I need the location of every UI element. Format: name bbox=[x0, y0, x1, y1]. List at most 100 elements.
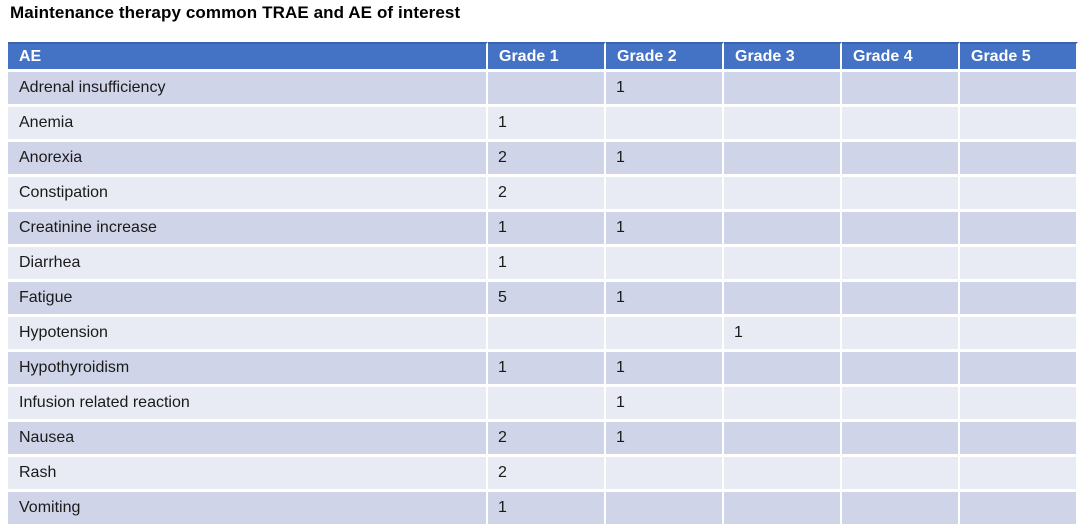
grade-cell bbox=[606, 177, 724, 212]
grade-cell bbox=[842, 352, 960, 387]
table-row: Vomiting 1 bbox=[8, 492, 1078, 527]
table-row: Nausea 2 1 bbox=[8, 422, 1078, 457]
grade-cell bbox=[606, 247, 724, 282]
grade-cell: 1 bbox=[606, 422, 724, 457]
ae-cell: Creatinine increase bbox=[8, 212, 488, 247]
table-row: Infusion related reaction 1 bbox=[8, 387, 1078, 422]
ae-grade-table: AE Grade 1 Grade 2 Grade 3 Grade 4 Grade… bbox=[8, 42, 1078, 527]
ae-cell: Anemia bbox=[8, 107, 488, 142]
ae-cell: Adrenal insufficiency bbox=[8, 72, 488, 107]
grade-cell bbox=[960, 387, 1078, 422]
grade-cell: 2 bbox=[488, 457, 606, 492]
grade-cell bbox=[488, 72, 606, 107]
grade-cell bbox=[724, 352, 842, 387]
table-row: Diarrhea 1 bbox=[8, 247, 1078, 282]
grade-cell bbox=[724, 387, 842, 422]
grade-cell bbox=[842, 142, 960, 177]
ae-cell: Hypotension bbox=[8, 317, 488, 352]
grade-cell: 1 bbox=[606, 282, 724, 317]
grade-cell bbox=[724, 282, 842, 317]
table-row: Hypotension 1 bbox=[8, 317, 1078, 352]
grade-cell: 2 bbox=[488, 177, 606, 212]
grade-cell bbox=[842, 247, 960, 282]
grade-cell bbox=[724, 177, 842, 212]
column-header-grade-4: Grade 4 bbox=[842, 42, 960, 72]
grade-cell bbox=[724, 457, 842, 492]
grade-cell: 1 bbox=[488, 212, 606, 247]
page-title: Maintenance therapy common TRAE and AE o… bbox=[10, 3, 461, 22]
grade-cell bbox=[960, 212, 1078, 247]
table-header: AE Grade 1 Grade 2 Grade 3 Grade 4 Grade… bbox=[8, 42, 1078, 72]
header-row: AE Grade 1 Grade 2 Grade 3 Grade 4 Grade… bbox=[8, 42, 1078, 72]
grade-cell bbox=[724, 107, 842, 142]
grade-cell: 1 bbox=[488, 492, 606, 527]
ae-cell: Fatigue bbox=[8, 282, 488, 317]
grade-cell bbox=[724, 72, 842, 107]
grade-cell bbox=[960, 317, 1078, 352]
ae-cell: Hypothyroidism bbox=[8, 352, 488, 387]
grade-cell: 1 bbox=[488, 352, 606, 387]
grade-cell: 2 bbox=[488, 142, 606, 177]
grade-cell bbox=[960, 492, 1078, 527]
grade-cell: 1 bbox=[488, 247, 606, 282]
ae-cell: Constipation bbox=[8, 177, 488, 212]
grade-cell: 1 bbox=[606, 212, 724, 247]
grade-cell: 1 bbox=[606, 72, 724, 107]
grade-cell bbox=[606, 492, 724, 527]
grade-cell: 5 bbox=[488, 282, 606, 317]
grade-cell bbox=[842, 107, 960, 142]
table-row: Rash 2 bbox=[8, 457, 1078, 492]
grade-cell bbox=[960, 422, 1078, 457]
grade-cell: 1 bbox=[724, 317, 842, 352]
ae-cell: Diarrhea bbox=[8, 247, 488, 282]
grade-cell: 1 bbox=[606, 142, 724, 177]
table-row: Adrenal insufficiency 1 bbox=[8, 72, 1078, 107]
grade-cell bbox=[842, 72, 960, 107]
table-row: Fatigue 5 1 bbox=[8, 282, 1078, 317]
grade-cell bbox=[960, 177, 1078, 212]
ae-cell: Anorexia bbox=[8, 142, 488, 177]
column-header-ae: AE bbox=[8, 42, 488, 72]
grade-cell: 1 bbox=[606, 387, 724, 422]
grade-cell: 1 bbox=[488, 107, 606, 142]
ae-cell: Nausea bbox=[8, 422, 488, 457]
grade-cell bbox=[960, 107, 1078, 142]
column-header-grade-3: Grade 3 bbox=[724, 42, 842, 72]
table-row: Constipation 2 bbox=[8, 177, 1078, 212]
grade-cell bbox=[724, 247, 842, 282]
table-row: Anorexia 2 1 bbox=[8, 142, 1078, 177]
table-row: Hypothyroidism 1 1 bbox=[8, 352, 1078, 387]
grade-cell bbox=[960, 247, 1078, 282]
grade-cell bbox=[960, 142, 1078, 177]
grade-cell bbox=[842, 317, 960, 352]
table-body: Adrenal insufficiency 1 Anemia 1 Anorexia 2 1 C… bbox=[8, 72, 1078, 527]
grade-cell bbox=[960, 457, 1078, 492]
grade-cell: 1 bbox=[606, 352, 724, 387]
grade-cell bbox=[724, 212, 842, 247]
grade-cell bbox=[960, 282, 1078, 317]
grade-cell bbox=[842, 282, 960, 317]
grade-cell bbox=[606, 317, 724, 352]
column-header-grade-5: Grade 5 bbox=[960, 42, 1078, 72]
grade-cell bbox=[724, 492, 842, 527]
grade-cell bbox=[842, 457, 960, 492]
grade-cell bbox=[488, 387, 606, 422]
table-row: Anemia 1 bbox=[8, 107, 1078, 142]
grade-cell bbox=[960, 352, 1078, 387]
ae-cell: Infusion related reaction bbox=[8, 387, 488, 422]
grade-cell bbox=[488, 317, 606, 352]
grade-cell bbox=[842, 387, 960, 422]
ae-cell: Vomiting bbox=[8, 492, 488, 527]
grade-cell: 2 bbox=[488, 422, 606, 457]
grade-cell bbox=[842, 422, 960, 457]
grade-cell bbox=[960, 72, 1078, 107]
table-row: Creatinine increase 1 1 bbox=[8, 212, 1078, 247]
column-header-grade-1: Grade 1 bbox=[488, 42, 606, 72]
grade-cell bbox=[606, 457, 724, 492]
grade-cell bbox=[606, 107, 724, 142]
column-header-grade-2: Grade 2 bbox=[606, 42, 724, 72]
ae-cell: Rash bbox=[8, 457, 488, 492]
grade-cell bbox=[842, 492, 960, 527]
grade-cell bbox=[724, 142, 842, 177]
grade-cell bbox=[842, 177, 960, 212]
